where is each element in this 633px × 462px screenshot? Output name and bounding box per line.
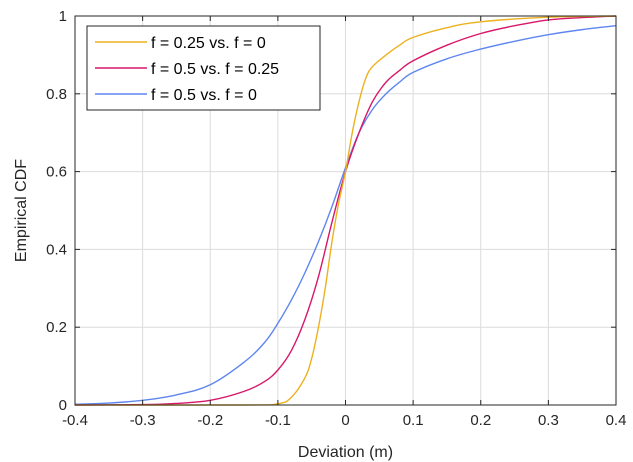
y-axis-label: Empirical CDF [13, 159, 30, 262]
x-tick-label: -0.2 [197, 412, 223, 429]
x-tick-label: 0.3 [538, 412, 559, 429]
x-axis-label: Deviation (m) [298, 444, 393, 461]
x-tick-label: 0.4 [606, 412, 627, 429]
y-tick-label: 1 [59, 8, 67, 25]
x-tick-label: -0.3 [130, 412, 156, 429]
x-tick-label: 0 [341, 412, 349, 429]
legend: f = 0.25 vs. f = 0 f = 0.5 vs. f = 0.25 f … [87, 26, 320, 110]
legend-label-3: f = 0.5 vs. f = 0 [151, 87, 257, 104]
legend-label-2: f = 0.5 vs. f = 0.25 [151, 61, 279, 78]
y-tick-label: 0.4 [46, 241, 67, 258]
y-tick-label: 0.2 [46, 319, 67, 336]
y-tick-label: 0.6 [46, 164, 67, 181]
x-tick-label: -0.4 [62, 412, 88, 429]
x-tick-label: -0.1 [265, 412, 291, 429]
y-tick-label: 0 [59, 397, 67, 414]
x-tick-label: 0.2 [470, 412, 491, 429]
y-tick-label: 0.8 [46, 86, 67, 103]
legend-label-1: f = 0.25 vs. f = 0 [151, 35, 266, 52]
x-tick-label: 0.1 [403, 412, 424, 429]
